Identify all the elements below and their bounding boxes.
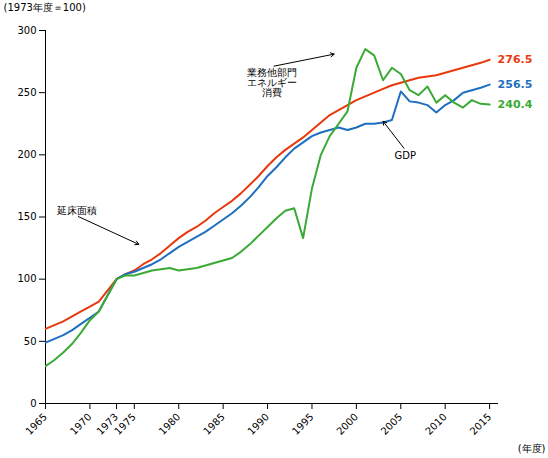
svg-text:2005: 2005 — [379, 411, 405, 437]
svg-text:256.5: 256.5 — [498, 78, 533, 91]
svg-text:2000: 2000 — [334, 411, 360, 437]
svg-text:(1973年度＝100): (1973年度＝100) — [4, 2, 86, 13]
svg-text:1975: 1975 — [112, 411, 138, 437]
svg-text:300: 300 — [17, 25, 36, 36]
svg-text:1985: 1985 — [201, 411, 227, 437]
svg-text:1973: 1973 — [94, 411, 121, 437]
svg-text:1980: 1980 — [157, 411, 183, 437]
svg-text:250: 250 — [17, 87, 36, 98]
svg-text:2010: 2010 — [423, 411, 449, 437]
svg-text:2015: 2015 — [468, 411, 494, 437]
svg-text:GDP: GDP — [394, 150, 415, 161]
svg-text:1990: 1990 — [245, 411, 271, 437]
svg-text:1995: 1995 — [290, 411, 316, 437]
svg-text:50: 50 — [24, 336, 37, 347]
svg-text:150: 150 — [17, 211, 36, 222]
svg-text:1970: 1970 — [68, 411, 94, 437]
svg-text:276.5: 276.5 — [498, 53, 533, 66]
svg-text:100: 100 — [17, 273, 36, 284]
svg-text:0: 0 — [30, 398, 36, 409]
svg-text:240.4: 240.4 — [498, 98, 533, 111]
svg-text:業務他部門エネルギー消費: 業務他部門エネルギー消費 — [247, 67, 297, 98]
svg-text:200: 200 — [17, 149, 36, 160]
svg-text:(年度): (年度) — [518, 443, 546, 454]
svg-text:1965: 1965 — [23, 411, 49, 437]
svg-text:延床面積: 延床面積 — [56, 205, 97, 216]
